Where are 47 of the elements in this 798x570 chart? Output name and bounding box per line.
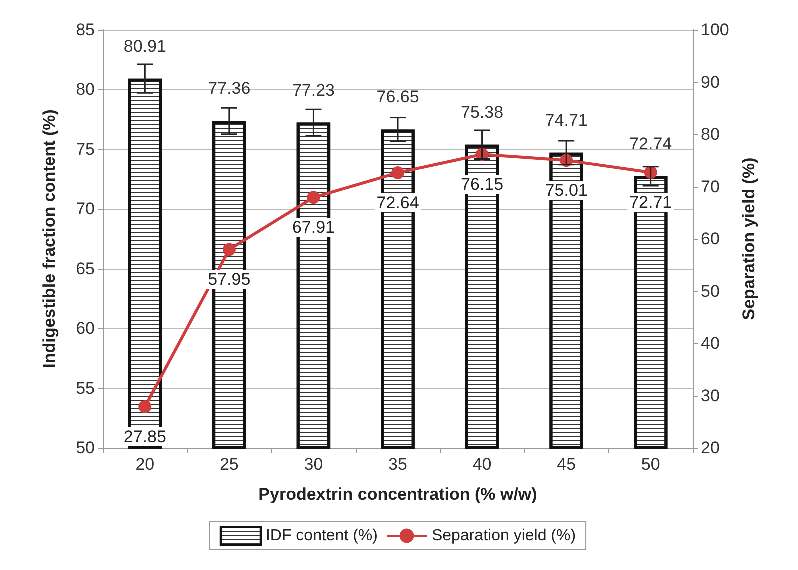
- x-tick-label: 35: [388, 455, 408, 474]
- data-label: 75.01: [545, 181, 588, 200]
- data-label: 74.71: [545, 110, 588, 130]
- y2-tick-label: 20: [701, 438, 720, 458]
- y-tick-label: 80: [76, 80, 95, 100]
- point: [138, 400, 152, 414]
- y2-tick-label: 80: [701, 125, 720, 144]
- data-label: 72.64: [376, 193, 420, 212]
- y-tick-label: 65: [76, 259, 95, 278]
- data-label: 72.74: [630, 134, 672, 154]
- data-label: 75.38: [461, 102, 504, 122]
- data-label: 76.65: [376, 88, 420, 107]
- data-label: 57.95: [208, 270, 251, 290]
- y2-tick-label: 90: [701, 72, 720, 92]
- x-tick-label: 40: [472, 455, 492, 474]
- y2-tick-label: 60: [701, 230, 720, 248]
- y2-tick-label: 40: [701, 334, 720, 353]
- x-tick-label: 20: [136, 455, 155, 474]
- legend-label: Separation yield (%): [432, 528, 576, 544]
- data-label: 77.36: [208, 79, 251, 98]
- data-label: 80.91: [124, 36, 166, 56]
- y-tick-label: 55: [76, 378, 95, 398]
- point: [222, 243, 236, 256]
- y-tick-label: 75: [76, 140, 95, 159]
- point: [392, 166, 404, 180]
- data-label: 72.71: [630, 193, 672, 212]
- data-label: 67.91: [292, 218, 335, 238]
- y-tick-label: 85: [76, 20, 95, 40]
- y2-tick-label: 70: [701, 177, 720, 196]
- x-tick-label: 30: [304, 455, 324, 474]
- y-tick-label: 60: [76, 319, 95, 338]
- point: [307, 191, 320, 204]
- legend-label: IDF content (%): [266, 528, 378, 544]
- data-label: 76.15: [461, 175, 504, 194]
- y2-tick-label: 30: [701, 386, 720, 406]
- x-axis-title: Pyrodextrin concentration (% w/w): [258, 485, 538, 504]
- y-tick-label: 50: [76, 438, 95, 458]
- x-tick-label: 45: [557, 455, 576, 474]
- data-label: 77.23: [292, 80, 335, 100]
- x-tick-label: 50: [641, 455, 660, 474]
- y-axis-title: Indigestible fraction content (%): [40, 110, 59, 368]
- y2-axis-title: Separation yield (%): [739, 158, 758, 320]
- y-tick-label: 70: [76, 200, 95, 219]
- data-label: 27.85: [124, 427, 166, 446]
- x-tick-label: 25: [220, 455, 239, 474]
- y2-tick-label: 100: [701, 20, 730, 40]
- y2-tick-label: 50: [701, 282, 720, 301]
